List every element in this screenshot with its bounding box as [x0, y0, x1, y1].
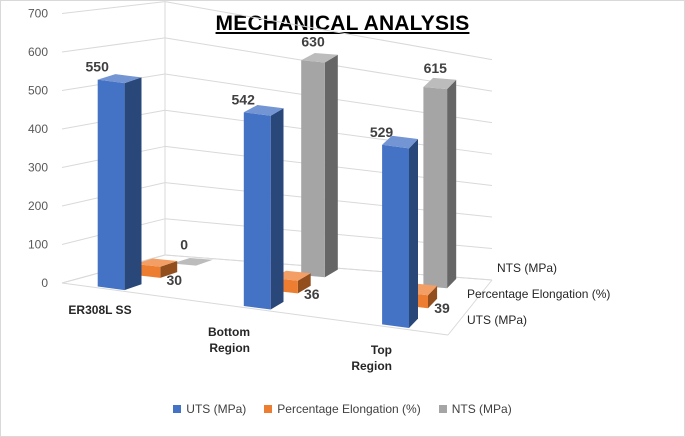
data-label-2-0: 529 [370, 124, 394, 140]
y-tick-label: 500 [28, 84, 48, 98]
category-label-2: Region [351, 359, 392, 373]
legend-label-uts: UTS (MPa) [186, 402, 247, 416]
bar-0-2-top [172, 258, 213, 266]
legend-label-nts: NTS (MPa) [451, 402, 512, 416]
series-axis-label-1: Percentage Elongation (%) [467, 287, 610, 301]
bar-0-0-top [97, 74, 142, 84]
chart-title: MECHANICAL ANALYSIS [215, 12, 470, 35]
legend-item-elongation[interactable]: Percentage Elongation (%) [264, 402, 421, 416]
bar-1-2-side [324, 54, 338, 278]
data-label-0-1: 30 [167, 272, 183, 288]
bar-1-0 [243, 112, 271, 310]
data-label-1-0: 542 [232, 91, 256, 107]
legend-swatch-nts [438, 405, 447, 413]
chart-plot: 0 100 200 300 400 500 600 700 0 30 550 630 36 542 615 3… [28, 1, 610, 373]
bar-2-0-side [409, 139, 418, 328]
bar-1-2-top [301, 53, 338, 63]
data-label-1-1: 36 [304, 286, 320, 302]
bar-0-0-side [124, 77, 142, 291]
legend-item-uts[interactable]: UTS (MPa) [173, 402, 246, 416]
chart-legend: UTS (MPa) Percentage Elongation (%) NTS … [0, 402, 685, 416]
floor-edge [61, 282, 449, 336]
data-label-0-2: 0 [180, 236, 188, 252]
legend-swatch-elongation [264, 405, 273, 413]
bar-1-0-top [243, 105, 284, 116]
category-label-1: Region [209, 341, 250, 355]
bar-1-1-side [297, 273, 311, 294]
gridline-side [61, 37, 166, 53]
bar-2-2 [423, 87, 448, 289]
y-tick-label: 600 [28, 45, 48, 59]
y-tick-label: 0 [41, 276, 48, 290]
bar-1-2 [301, 60, 325, 278]
data-label-2-1: 39 [434, 300, 450, 316]
legend-label-elongation: Percentage Elongation (%) [277, 402, 421, 416]
category-label-0: ER308L SS [68, 303, 131, 317]
series-axis-label-2: NTS (MPa) [497, 261, 557, 275]
category-label-2: Top [371, 343, 392, 357]
bar-2-0 [382, 144, 409, 328]
y-tick-label: 200 [28, 199, 48, 213]
y-tick-label: 400 [28, 122, 48, 136]
data-label-0-0: 550 [86, 59, 110, 75]
legend-swatch-uts [173, 405, 182, 413]
bar-1-0-side [270, 108, 284, 310]
bar-0-0 [97, 79, 125, 291]
gridline-side [61, 1, 166, 14]
bar-2-0-top [382, 135, 418, 149]
y-tick-label: 300 [28, 161, 48, 175]
bar-2-1-side [428, 285, 438, 309]
gridline-back [164, 1, 493, 61]
y-tick-label: 700 [28, 7, 48, 21]
category-label-1: Bottom [208, 325, 250, 339]
bar-0-1-top [135, 258, 178, 267]
bar-2-2-top [423, 77, 457, 90]
legend-item-nts[interactable]: NTS (MPa) [438, 402, 512, 416]
bar-0-1-side [160, 261, 178, 278]
y-tick-label: 100 [28, 238, 48, 252]
data-label-2-2: 615 [424, 60, 448, 76]
data-label-1-2: 630 [301, 33, 325, 49]
floor-edge [447, 279, 493, 336]
series-axis-label-0: UTS (MPa) [467, 313, 527, 327]
bar-2-2-side [447, 79, 457, 289]
